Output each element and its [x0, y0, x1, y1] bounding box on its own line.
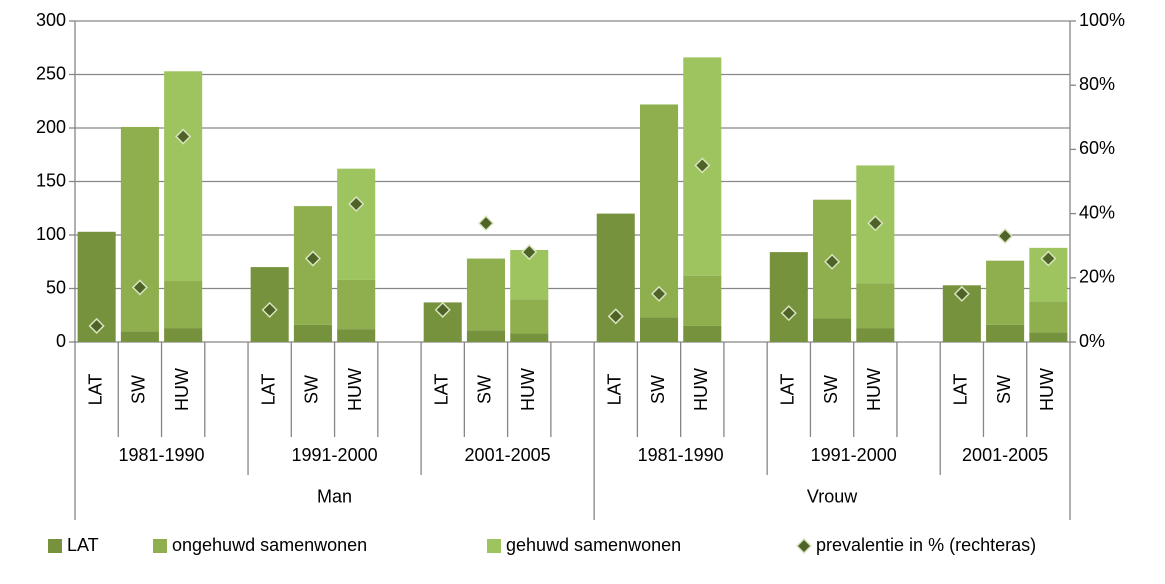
y-tick-label: 100 [36, 224, 66, 244]
point [304, 250, 321, 267]
legend-label: LAT [67, 535, 99, 555]
legend-marker [487, 539, 501, 553]
legend-label: prevalentie in % (rechteras) [816, 535, 1036, 555]
point [694, 157, 711, 174]
x-tick-label: SW [821, 375, 841, 404]
legend-marker [153, 539, 167, 553]
point [867, 215, 884, 232]
bar-segment [1029, 332, 1068, 342]
period-label: 1981-1990 [118, 445, 204, 465]
point [824, 253, 841, 270]
point [997, 228, 1014, 245]
y2-tick-label: 60% [1079, 138, 1115, 158]
point [88, 317, 105, 335]
bar-segment [466, 258, 506, 331]
bar-segment [337, 279, 376, 330]
bar-segment [986, 260, 1025, 325]
y-tick-label: 250 [36, 63, 66, 83]
x-tick-label: HUW [864, 368, 884, 411]
bar-segment [683, 325, 722, 342]
period-label: 2001-2005 [962, 445, 1048, 465]
y-tick-label: 300 [36, 10, 66, 30]
period-label: 1991-2000 [811, 445, 897, 465]
legend-marker [795, 537, 813, 555]
point [131, 279, 148, 296]
y2-tick-label: 100% [1079, 10, 1125, 30]
x-tick-label: SW [994, 375, 1014, 404]
y-tick-label: 150 [36, 170, 66, 190]
bar-segment [337, 329, 376, 342]
y2-tick-label: 40% [1079, 202, 1115, 222]
x-tick-label: HUW [518, 368, 538, 411]
bar-segment [510, 333, 549, 342]
bar-segment [986, 324, 1025, 342]
point [261, 301, 278, 318]
bar-segment [1029, 301, 1068, 333]
bar-segment [639, 317, 679, 342]
point [521, 244, 538, 261]
y-tick-label: 0 [56, 331, 66, 351]
bar-segment [683, 275, 722, 326]
x-tick-label: HUW [172, 368, 192, 411]
y-tick-label: 50 [46, 277, 66, 297]
bar-segment [510, 299, 549, 334]
bar-segment [164, 328, 203, 342]
y-tick-label: 200 [36, 117, 66, 137]
bar-segment [293, 324, 332, 342]
point [348, 195, 365, 213]
bar-segment [639, 104, 679, 318]
point [477, 215, 495, 232]
period-label: 2001-2005 [465, 445, 551, 465]
point [434, 301, 451, 318]
bar-segment [120, 126, 159, 332]
x-tick-label: SW [475, 375, 495, 404]
point [175, 128, 192, 145]
x-tick-label: SW [648, 375, 668, 404]
bar-segment [856, 328, 895, 342]
bar-segment [120, 331, 159, 342]
bar-segment [813, 318, 852, 342]
x-tick-label: LAT [605, 374, 625, 406]
point [780, 305, 797, 322]
bar-segment [769, 252, 808, 342]
x-tick-label: LAT [951, 374, 971, 406]
period-label: 1991-2000 [292, 445, 378, 465]
group-label: Man [317, 486, 352, 506]
legend-label: ongehuwd samenwonen [172, 535, 367, 555]
point [1040, 250, 1057, 267]
x-tick-label: LAT [778, 374, 798, 406]
y2-tick-label: 80% [1079, 74, 1115, 94]
legend-marker [48, 539, 62, 553]
bar-segment [164, 281, 203, 329]
y2-tick-label: 0% [1079, 331, 1105, 351]
x-tick-label: SW [302, 375, 322, 404]
x-tick-label: LAT [258, 374, 278, 406]
y2-tick-label: 20% [1079, 267, 1115, 287]
x-tick-label: LAT [431, 374, 451, 406]
point [953, 285, 970, 302]
bar-segment [466, 330, 506, 342]
point [650, 285, 668, 302]
x-tick-label: HUW [691, 368, 711, 411]
bar-segment [337, 168, 376, 280]
period-label: 1981-1990 [638, 445, 724, 465]
legend-label: gehuwd samenwonen [506, 535, 681, 555]
x-tick-label: LAT [85, 374, 105, 406]
bar-segment [856, 283, 895, 329]
x-tick-label: HUW [345, 368, 365, 411]
group-label: Vrouw [807, 486, 858, 506]
x-tick-label: HUW [1037, 368, 1057, 411]
bar-segment [164, 71, 203, 282]
x-tick-label: SW [129, 375, 149, 404]
point [607, 308, 624, 325]
